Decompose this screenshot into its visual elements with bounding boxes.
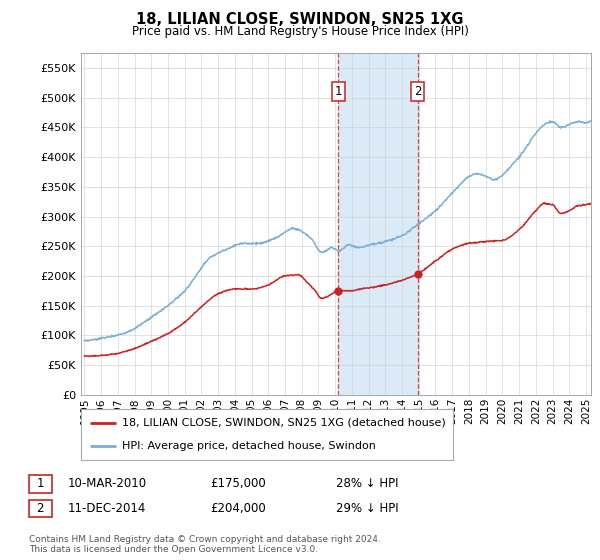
Text: 29% ↓ HPI: 29% ↓ HPI <box>336 502 398 515</box>
Text: Price paid vs. HM Land Registry's House Price Index (HPI): Price paid vs. HM Land Registry's House … <box>131 25 469 38</box>
Text: 1: 1 <box>37 477 44 491</box>
Text: 18, LILIAN CLOSE, SWINDON, SN25 1XG: 18, LILIAN CLOSE, SWINDON, SN25 1XG <box>136 12 464 27</box>
Text: £175,000: £175,000 <box>210 477 266 491</box>
Text: 28% ↓ HPI: 28% ↓ HPI <box>336 477 398 491</box>
FancyBboxPatch shape <box>81 409 453 460</box>
Text: HPI: Average price, detached house, Swindon: HPI: Average price, detached house, Swin… <box>122 441 376 451</box>
Text: 2: 2 <box>37 502 44 515</box>
Text: 18, LILIAN CLOSE, SWINDON, SN25 1XG (detached house): 18, LILIAN CLOSE, SWINDON, SN25 1XG (det… <box>122 418 446 428</box>
Text: 2: 2 <box>414 85 422 99</box>
Text: 10-MAR-2010: 10-MAR-2010 <box>67 477 146 491</box>
Text: Contains HM Land Registry data © Crown copyright and database right 2024.
This d: Contains HM Land Registry data © Crown c… <box>29 535 380 554</box>
Text: 11-DEC-2014: 11-DEC-2014 <box>67 502 146 515</box>
Text: 1: 1 <box>335 85 342 99</box>
Bar <box>338 53 418 395</box>
Text: £204,000: £204,000 <box>210 502 266 515</box>
